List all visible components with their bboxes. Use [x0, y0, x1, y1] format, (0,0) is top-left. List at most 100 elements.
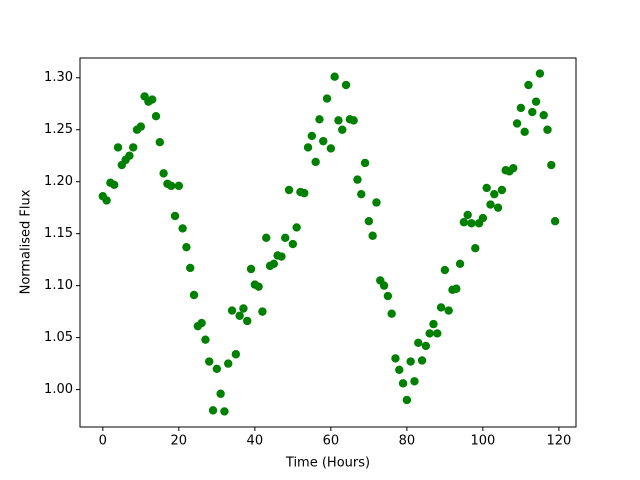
data-point	[516, 103, 526, 113]
data-point	[186, 263, 195, 273]
data-point	[349, 116, 358, 125]
data-point	[398, 379, 408, 388]
y-tick-label: 1.20	[44, 174, 73, 189]
data-point	[535, 69, 545, 78]
data-point	[216, 389, 225, 398]
data-point	[129, 143, 138, 152]
data-point	[471, 244, 480, 253]
data-point	[353, 175, 362, 184]
data-point	[539, 110, 548, 120]
y-tick-label: 1.30	[44, 70, 73, 85]
data-point	[383, 291, 393, 301]
data-point	[341, 80, 351, 90]
y-tick-label: 1.25	[44, 122, 73, 137]
data-point	[284, 185, 294, 195]
data-point	[315, 115, 324, 124]
data-point	[159, 169, 168, 178]
data-point	[102, 196, 111, 205]
data-point	[478, 213, 488, 223]
data-point	[440, 265, 450, 275]
x-tick-label: 80	[399, 434, 416, 449]
data-point	[531, 97, 541, 106]
data-point	[357, 189, 366, 199]
data-point	[455, 259, 465, 269]
data-point	[402, 395, 412, 405]
data-point	[368, 231, 377, 240]
data-point	[524, 80, 533, 90]
data-point	[277, 252, 286, 261]
data-point	[239, 304, 248, 313]
data-point	[189, 290, 199, 300]
data-point	[330, 72, 339, 81]
data-point	[322, 94, 332, 103]
data-point	[410, 377, 419, 386]
data-point	[269, 259, 279, 269]
x-tick-label: 100	[470, 434, 495, 449]
x-axis-label: Time (Hours)	[285, 456, 370, 471]
data-point	[493, 203, 503, 212]
data-point	[360, 158, 370, 168]
data-point	[197, 318, 206, 328]
data-point	[379, 281, 389, 290]
data-point	[512, 119, 522, 128]
data-point	[170, 211, 180, 221]
data-point	[300, 188, 309, 198]
data-point	[520, 127, 529, 136]
data-point	[421, 341, 431, 351]
data-point	[414, 338, 423, 348]
data-point	[406, 357, 415, 366]
y-tick-label: 1.00	[44, 382, 73, 397]
data-point	[497, 185, 507, 195]
data-point	[110, 180, 119, 190]
data-point	[303, 143, 313, 152]
data-point	[167, 181, 176, 191]
data-point	[205, 357, 214, 366]
data-point	[395, 365, 404, 375]
data-point	[208, 406, 218, 415]
y-axis-label: Normalised Flux	[19, 189, 34, 294]
data-point	[326, 144, 336, 153]
x-tick-label: 60	[323, 434, 340, 449]
data-point	[372, 198, 381, 207]
data-point	[125, 151, 134, 160]
data-point	[258, 307, 267, 316]
data-point	[288, 239, 298, 249]
data-point	[220, 407, 229, 416]
x-tick-label: 0	[99, 434, 107, 449]
data-point	[235, 311, 244, 320]
data-point	[338, 125, 347, 134]
data-point	[467, 219, 476, 228]
data-point	[459, 218, 469, 227]
data-point	[136, 122, 146, 131]
data-point	[262, 233, 271, 243]
data-point	[490, 189, 499, 199]
data-point	[201, 335, 210, 344]
data-point	[425, 329, 434, 338]
y-tick-label: 1.15	[44, 226, 73, 241]
data-point	[486, 200, 495, 209]
data-point	[178, 224, 187, 233]
x-tick-label: 120	[546, 434, 571, 449]
data-point	[444, 306, 453, 315]
data-point	[311, 157, 320, 167]
data-point	[452, 284, 461, 293]
data-point	[182, 242, 191, 252]
data-point	[319, 136, 328, 146]
data-point	[155, 137, 165, 147]
data-point	[292, 223, 301, 232]
data-point	[528, 107, 537, 117]
data-point	[436, 303, 446, 312]
data-point	[281, 233, 290, 243]
data-point	[543, 125, 552, 134]
data-point	[334, 116, 343, 125]
data-point	[243, 316, 252, 326]
data-point	[254, 282, 263, 291]
data-point	[246, 264, 256, 274]
data-point	[212, 364, 222, 373]
data-point	[547, 160, 556, 170]
data-point	[509, 163, 518, 173]
y-tick-label: 1.10	[44, 278, 73, 293]
plot-frame	[79, 57, 577, 428]
data-point	[391, 354, 400, 363]
